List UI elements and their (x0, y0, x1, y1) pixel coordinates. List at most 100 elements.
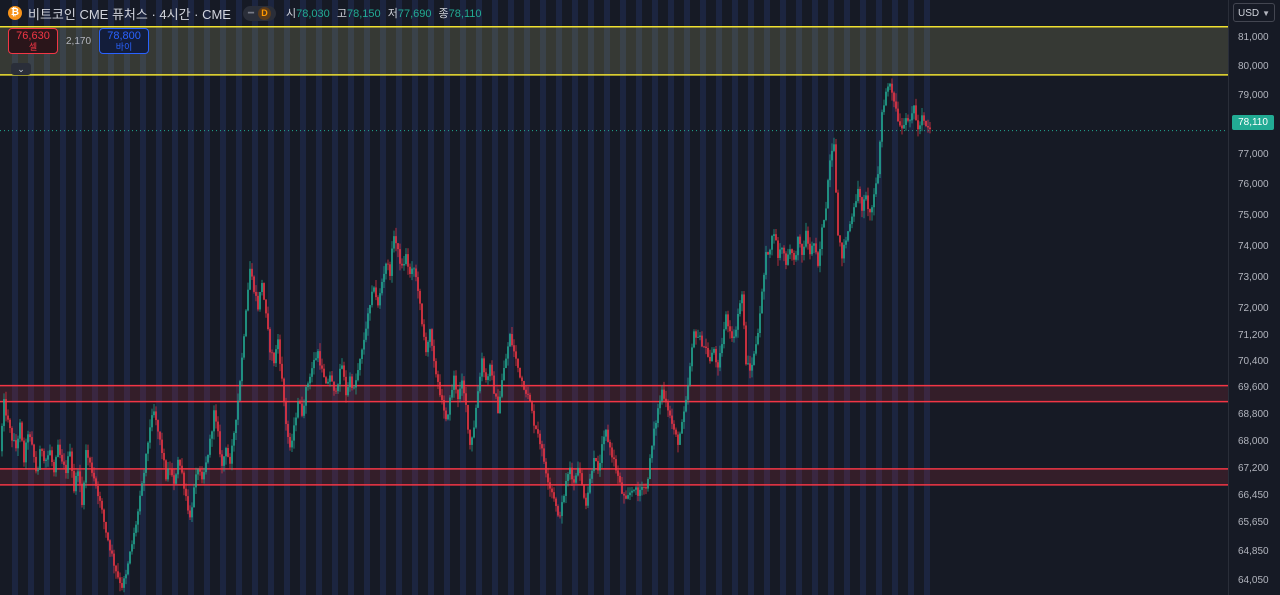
candle (193, 483, 195, 508)
candle (819, 241, 821, 273)
candle-body (799, 236, 801, 244)
candle (35, 451, 37, 474)
candle (671, 408, 673, 429)
buy-price: 78,800 (107, 30, 141, 42)
axis-tick: 69,600 (1238, 382, 1269, 393)
candle (543, 443, 545, 465)
last-price-label: 78,110 (1232, 115, 1274, 130)
session-band (876, 0, 882, 595)
candle-body (697, 336, 699, 338)
candle-body (437, 374, 439, 382)
candle (197, 467, 199, 480)
symbol-title[interactable]: 비트코인 CME 퓨처스 · 4시간 · CME (28, 6, 231, 22)
candle-body (759, 313, 761, 334)
candle (371, 285, 373, 308)
candle (615, 455, 617, 474)
candle-body (131, 544, 133, 552)
candle-body (419, 290, 421, 304)
candle (599, 454, 601, 477)
session-band (860, 0, 866, 595)
session-band (316, 0, 322, 595)
candle-body (97, 485, 99, 497)
candle-body (67, 456, 69, 474)
candle (381, 278, 383, 296)
sell-button[interactable]: 76,630 셀 (8, 28, 58, 54)
candle (415, 264, 417, 282)
candle-body (325, 377, 327, 384)
candle-body (537, 429, 539, 434)
support-zone (0, 468, 1228, 485)
candle (87, 444, 89, 466)
candle (189, 505, 191, 521)
candle (803, 240, 805, 261)
candle-body (343, 365, 345, 377)
candle-body (277, 339, 279, 350)
session-band (588, 0, 594, 595)
candle (229, 453, 231, 469)
candle (97, 481, 99, 505)
candle (367, 307, 369, 336)
price-axis[interactable] (1228, 0, 1280, 595)
candle (503, 360, 505, 382)
candle (291, 433, 293, 453)
candle (695, 329, 697, 345)
candle (279, 334, 281, 372)
session-band (380, 0, 386, 595)
candle (677, 431, 679, 453)
candle-body (687, 385, 689, 400)
candle (525, 384, 527, 398)
candle-body (567, 474, 569, 482)
candle-body (373, 287, 375, 292)
candle (215, 404, 217, 429)
candle-body (723, 329, 725, 345)
candle (91, 456, 93, 477)
candle (171, 462, 173, 477)
visibility-pill[interactable]: ━ D (242, 5, 277, 21)
candle (569, 461, 571, 480)
candle-body (839, 235, 841, 243)
buy-button[interactable]: 78,800 바이 (99, 28, 150, 54)
session-band (28, 0, 34, 595)
candle (805, 222, 807, 249)
candle-body (495, 393, 497, 397)
candle (877, 166, 879, 185)
candle (527, 386, 529, 399)
candle-body (203, 472, 205, 480)
candle (355, 373, 357, 395)
candle-body (395, 236, 397, 244)
candle (331, 371, 333, 382)
candle (259, 291, 261, 312)
candle (129, 551, 131, 565)
candle-body (899, 121, 901, 126)
candle-body (625, 495, 627, 499)
candle (591, 468, 593, 483)
candle-body (653, 428, 655, 446)
chevron-down-icon[interactable]: ⌄ (11, 63, 31, 75)
candle (843, 239, 845, 263)
candle-body (927, 126, 929, 128)
candle-body (773, 234, 775, 236)
axis-tick: 77,000 (1238, 149, 1269, 160)
candle-body (89, 457, 91, 463)
axis-tick: 73,000 (1238, 272, 1269, 283)
delay-badge: D (258, 6, 272, 20)
candle-body (193, 487, 195, 508)
candle (313, 352, 315, 375)
candle-body (15, 440, 17, 449)
candle (431, 328, 433, 352)
candle (583, 484, 585, 500)
candle (345, 370, 347, 403)
candle-body (421, 303, 423, 325)
currency-select[interactable]: USD ▼ (1233, 3, 1275, 22)
candle (625, 490, 627, 500)
candle-body (453, 375, 455, 390)
candle (539, 430, 541, 450)
candle-body (341, 365, 343, 369)
candle-body (681, 422, 683, 434)
candle (771, 234, 773, 256)
candle-body (603, 436, 605, 445)
candle-body (455, 375, 457, 390)
candle-body (555, 498, 557, 507)
candle-body (521, 377, 523, 382)
